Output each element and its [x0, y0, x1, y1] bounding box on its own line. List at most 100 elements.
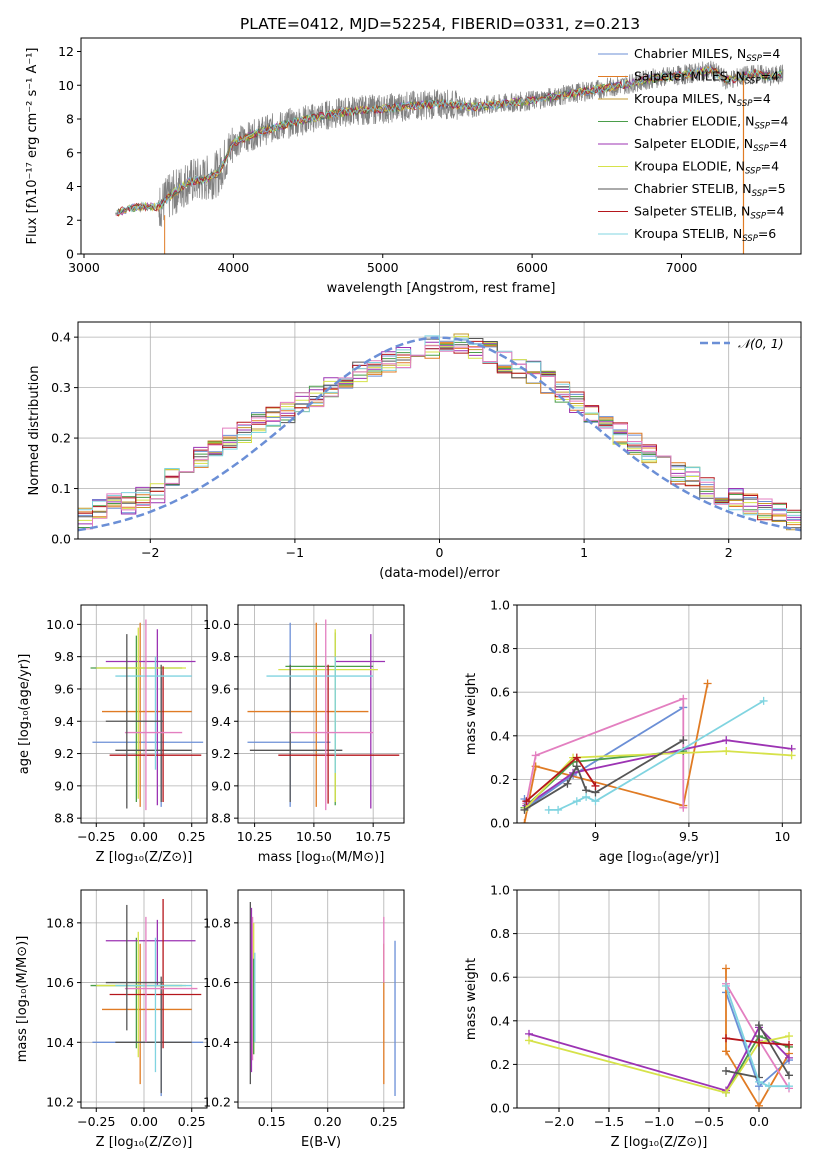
x-tick-label: 0.00	[130, 829, 158, 844]
weight-series-marker	[679, 694, 688, 703]
panel-residuals: 𝒩(0, 1) −2 −1 0 1 2 0.0 0.1 0.2 0.3 0.4 (data-model…	[27, 321, 802, 581]
y-tick-label: 0.0	[490, 816, 510, 831]
weight-series-line	[528, 1035, 790, 1094]
x-axis-label: age [log₁₀(age/yr)]	[599, 850, 720, 865]
y-tick-label: 0.8	[490, 641, 510, 656]
y-axis-label: age [log₁₀(age/yr)]	[17, 654, 32, 775]
weight-series-marker	[554, 805, 563, 814]
weight-series-marker	[572, 762, 581, 771]
weight-series-line	[523, 706, 684, 810]
y-axis-label: mass [log₁₀(M/M⊙)]	[15, 936, 30, 1063]
weight-series-marker	[591, 781, 600, 790]
axes-frame	[80, 37, 802, 255]
y-axis-label: Flux [fλ10⁻¹⁷ erg cm⁻² s⁻¹ A⁻¹]	[25, 48, 40, 245]
plot-area-age_vs_Z	[90, 619, 204, 811]
x-tick-label: 0	[436, 545, 444, 560]
y-tick-label: 4	[66, 179, 74, 194]
figure-title: PLATE=0412, MJD=52254, FIBERID=0331, z=0…	[240, 15, 640, 33]
axes-frame	[237, 889, 405, 1109]
weight-series-marker	[722, 1047, 730, 1056]
x-axis-label: mass [log₁₀(M/M⊙)]	[258, 850, 385, 865]
spectrum-model-line	[116, 65, 783, 215]
legend-entry: Kroupa ELODIE, NSSP=4	[634, 159, 779, 177]
y-tick-label: 8.8	[54, 811, 74, 826]
x-axis-label: E(B-V)	[301, 1135, 341, 1150]
y-tick-label: 10	[58, 78, 74, 93]
weight-series-marker	[679, 736, 688, 745]
y-tick-label: 9.4	[211, 714, 231, 729]
weight-series-marker	[755, 1101, 763, 1108]
weight-series-line	[525, 739, 792, 807]
panel-spectrum: Chabrier MILES, NSSP=4 Salpeter MILES, NS…	[25, 37, 802, 296]
x-tick-label: 0.25	[178, 1114, 206, 1129]
y-tick-label: 0.4	[51, 330, 71, 345]
y-axis-label: mass weight	[464, 958, 479, 1040]
x-tick-label: 3000	[68, 260, 100, 275]
weight-series-marker	[787, 751, 796, 760]
x-tick-label: −1.5	[594, 1114, 624, 1129]
x-tick-label: −0.25	[77, 1114, 115, 1129]
y-tick-label: 0.0	[490, 1101, 510, 1116]
weight-series-marker	[520, 819, 529, 823]
x-axis-label: (data-model)/error	[379, 566, 500, 581]
x-tick-label: 9.5	[679, 829, 699, 844]
y-tick-label: 0.0	[51, 532, 71, 547]
weight-series-marker	[765, 1082, 773, 1091]
axes-frame	[516, 604, 802, 824]
x-tick-label: −0.25	[77, 829, 115, 844]
histogram-series	[78, 335, 801, 516]
x-tick-label: 0.25	[370, 1114, 398, 1129]
weight-series-marker	[522, 797, 531, 806]
x-tick-label: −0.5	[694, 1114, 724, 1129]
panel-mass_weight_vs_Z: −2.0 −1.5 −1.0 −0.5 0.0 0.0 0.2 0.4 0.6 0.8 1.0 Z […	[464, 883, 802, 1150]
y-tick-label: 9.4	[54, 714, 74, 729]
x-tick-label: 0.15	[258, 1114, 286, 1129]
panel-mass_weight_vs_age: 9 9.5 10 0.0 0.2 0.4 0.6 0.8 1.0 age [log₁₀(age/y…	[464, 598, 802, 865]
panel-age_vs_mass: 10.25 10.50 10.75 8.8 9.0 9.2 9.4 9.6 9.8 10.0 mas…	[203, 604, 405, 865]
legend-entry: Salpeter STELIB, NSSP=4	[634, 204, 784, 222]
weight-series-line	[725, 985, 789, 1088]
y-tick-label: 0.2	[490, 772, 510, 787]
panel-age_vs_Z: −0.25 0.00 0.25 8.8 9.0 9.2 9.4 9.6 9.8 10.0 Z [lo…	[17, 604, 208, 865]
weight-series-marker	[785, 1053, 793, 1062]
weight-series-line	[524, 739, 684, 811]
y-tick-label: 9.8	[211, 649, 231, 664]
y-tick-label: 10.4	[46, 1035, 74, 1050]
y-tick-label: 0	[66, 247, 74, 262]
y-tick-label: 0.4	[490, 728, 510, 743]
weight-series-marker	[572, 753, 581, 762]
x-tick-label: 10	[774, 829, 790, 844]
weight-series-marker	[722, 1088, 730, 1097]
weight-series-marker	[525, 1036, 533, 1045]
weight-series-marker	[531, 751, 540, 760]
weight-series-marker	[755, 1038, 763, 1047]
x-tick-label: −2.0	[544, 1114, 574, 1129]
x-tick-label: 10.50	[296, 829, 332, 844]
y-tick-label: 0.1	[51, 481, 71, 496]
weight-series-marker	[785, 1071, 793, 1080]
y-tick-label: 1.0	[490, 883, 510, 898]
y-tick-label: 10.8	[203, 915, 231, 930]
weight-series-marker	[755, 1077, 763, 1086]
y-tick-label: 9.0	[211, 778, 231, 793]
y-tick-label: 0.2	[51, 431, 71, 446]
x-tick-label: 0.25	[178, 829, 206, 844]
plot-area-spectrum	[115, 60, 784, 254]
y-tick-label: 10.4	[203, 1035, 231, 1050]
y-tick-label: 9.6	[211, 681, 231, 696]
legend-entry: Kroupa MILES, NSSP=4	[634, 91, 771, 109]
weight-series-marker	[563, 779, 572, 788]
x-axis-label: Z [log₁₀(Z/Z⊙)]	[96, 1135, 193, 1150]
weight-series-line	[528, 1025, 790, 1092]
y-tick-label: 10.2	[46, 1095, 74, 1110]
panel-mass_vs_Z: −0.25 0.00 0.25 10.2 10.4 10.6 10.8 Z [log₁₀(Z/…	[15, 889, 208, 1150]
residuals-legend: 𝒩(0, 1)	[700, 336, 784, 351]
histogram-series	[78, 345, 801, 530]
y-tick-label: 6	[66, 145, 74, 160]
weight-series-marker	[572, 797, 581, 806]
x-tick-label: −2	[141, 545, 159, 560]
y-tick-label: 9.8	[54, 649, 74, 664]
weight-series-marker	[703, 679, 712, 688]
spectrum-model-line	[116, 67, 783, 214]
weight-series-marker	[722, 747, 731, 756]
